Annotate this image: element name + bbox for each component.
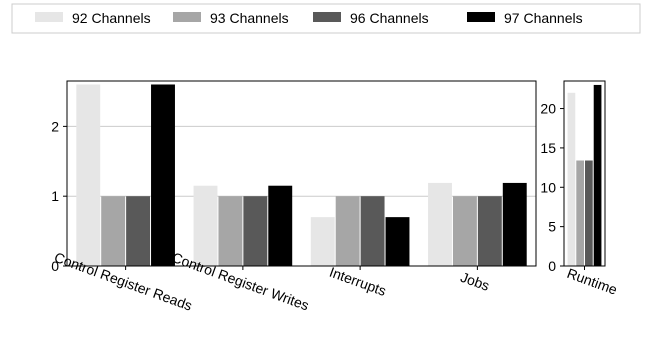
bar-92-channels-interrupts bbox=[310, 217, 335, 266]
bar-93-channels-runtime bbox=[576, 160, 584, 266]
y-tick-label: 10 bbox=[540, 179, 556, 195]
plot-frame bbox=[66, 80, 537, 267]
legend-swatch-96-channels bbox=[313, 12, 341, 22]
category-label-runtime: Runtime bbox=[565, 265, 620, 298]
legend-label-93-channels: 93 Channels bbox=[210, 10, 289, 26]
bar-93-channels-control-register-writes bbox=[218, 196, 243, 266]
bar-92-channels-runtime bbox=[567, 92, 576, 267]
bar-93-channels-interrupts bbox=[335, 196, 360, 266]
y-tick-label: 2 bbox=[51, 118, 59, 134]
category-label-jobs: Jobs bbox=[458, 269, 491, 294]
bar-92-channels-control-register-writes bbox=[193, 185, 218, 266]
bar-96-channels-runtime bbox=[585, 160, 593, 266]
bar-92-channels-jobs bbox=[428, 182, 452, 266]
bar-97-channels-runtime bbox=[593, 84, 602, 266]
bar-96-channels-control-register-writes bbox=[243, 196, 268, 266]
legend-swatch-97-channels bbox=[467, 12, 495, 22]
legend-swatch-92-channels bbox=[35, 12, 63, 22]
legend-label-92-channels: 92 Channels bbox=[72, 10, 151, 26]
legend-label-96-channels: 96 Channels bbox=[350, 10, 429, 26]
bar-96-channels-control-register-reads bbox=[126, 196, 151, 266]
bar-97-channels-control-register-reads bbox=[151, 84, 175, 266]
bar-97-channels-jobs bbox=[502, 182, 527, 266]
category-label-interrupts: Interrupts bbox=[327, 264, 388, 299]
y-tick-label: 20 bbox=[540, 101, 556, 117]
y-tick-label: 0 bbox=[548, 258, 556, 274]
y-tick-label: 15 bbox=[540, 140, 556, 156]
y-tick-label: 1 bbox=[51, 188, 59, 204]
legend-swatch-93-channels bbox=[173, 12, 201, 22]
bar-97-channels-interrupts bbox=[385, 217, 410, 266]
bar-96-channels-interrupts bbox=[360, 196, 385, 266]
runtime-plot: 0 5 10 15 20 Runtime bbox=[540, 80, 620, 298]
y-tick-label: 0 bbox=[51, 258, 59, 274]
bar-96-channels-jobs bbox=[477, 196, 502, 266]
y-tick-label: 5 bbox=[548, 219, 556, 235]
legend: 92 Channels 93 Channels 96 Channels 97 Chan… bbox=[11, 3, 641, 34]
legend-label-97-channels: 97 Channels bbox=[504, 10, 583, 26]
bar-93-channels-control-register-reads bbox=[101, 196, 126, 266]
bar-92-channels-control-register-reads bbox=[76, 84, 101, 266]
bar-97-channels-control-register-writes bbox=[268, 185, 293, 266]
bar-93-channels-jobs bbox=[452, 196, 477, 266]
